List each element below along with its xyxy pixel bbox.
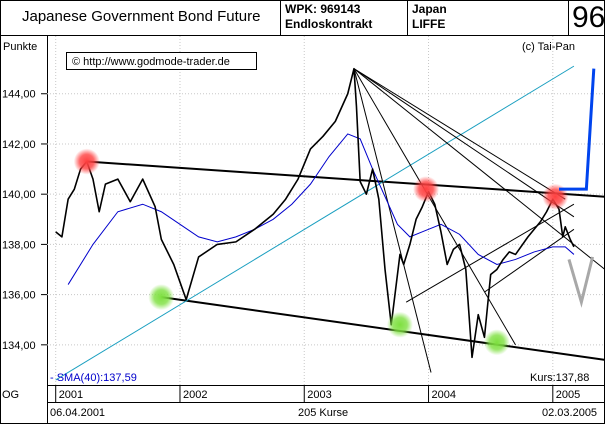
header-country: Japan (412, 2, 447, 16)
marker-red-0 (73, 148, 100, 175)
sma-layer (67, 133, 575, 285)
x-tick-label-4: 2005 (556, 389, 580, 401)
x-tick-label-3: 2004 (432, 389, 456, 401)
marker-red-2 (542, 183, 569, 210)
trendline-7 (353, 68, 575, 218)
marker-green-4 (386, 311, 413, 338)
trendline-6 (353, 68, 566, 200)
url-box (66, 52, 257, 70)
x-tick-label-0: 2001 (59, 389, 83, 401)
y-axis: 134,00 136,00 138,00 140,00 142,00 144,00 (2, 89, 47, 352)
trendline-1 (161, 296, 605, 361)
projections (559, 68, 596, 308)
trendlines (55, 65, 605, 381)
trendline-5 (353, 68, 605, 270)
start-date: 06.04.2001 (50, 407, 105, 419)
trendline-9 (484, 228, 575, 293)
y-tick-label-0: 134,00 (2, 340, 36, 352)
y-tick-label-3: 140,00 (2, 189, 36, 201)
y-tick-label-2: 138,00 (2, 239, 36, 251)
header-number: 96 (572, 1, 605, 34)
x-tick-label-2: 2003 (307, 389, 331, 401)
projection-blue (559, 68, 596, 191)
header-exchange: LIFFE (412, 17, 446, 31)
marker-red-1 (413, 176, 440, 203)
trendline-8 (405, 203, 575, 303)
marker-green-5 (483, 329, 510, 356)
price-line (55, 67, 575, 359)
sma-line (67, 133, 575, 285)
y-axis-label: Punkte (3, 41, 37, 53)
markers (73, 148, 569, 356)
header-wpk: WPK: 969143 (285, 2, 361, 16)
y-tick-label-4: 142,00 (2, 139, 36, 151)
projection-gray (567, 256, 595, 308)
end-date: 02.03.2005 (542, 407, 597, 419)
trendline-3 (353, 68, 432, 373)
trendline-2 (55, 65, 575, 381)
price-layer (55, 67, 575, 359)
left-axis-label: OG (2, 389, 19, 401)
sma-legend: - SMA(40):137,59 (50, 372, 137, 384)
x-axis: 2001 2002 2003 2004 2005 (55, 385, 580, 402)
y-tick-label-1: 136,00 (2, 290, 36, 302)
grid-lines (47, 36, 605, 385)
last-price-label: Kurs:137,88 (530, 372, 589, 384)
header-title: Japanese Government Bond Future (22, 8, 261, 25)
trendline-0 (86, 160, 605, 198)
header-contract: Endloskontrakt (285, 17, 373, 31)
y-tick-label-5: 144,00 (2, 89, 36, 101)
marker-green-3 (148, 284, 175, 311)
count-label: 205 Kurse (298, 407, 348, 419)
copyright-label: (c) Tai-Pan (522, 41, 575, 53)
x-tick-label-1: 2002 (183, 389, 207, 401)
url-text: © http://www.godmode-trader.de (72, 56, 230, 68)
